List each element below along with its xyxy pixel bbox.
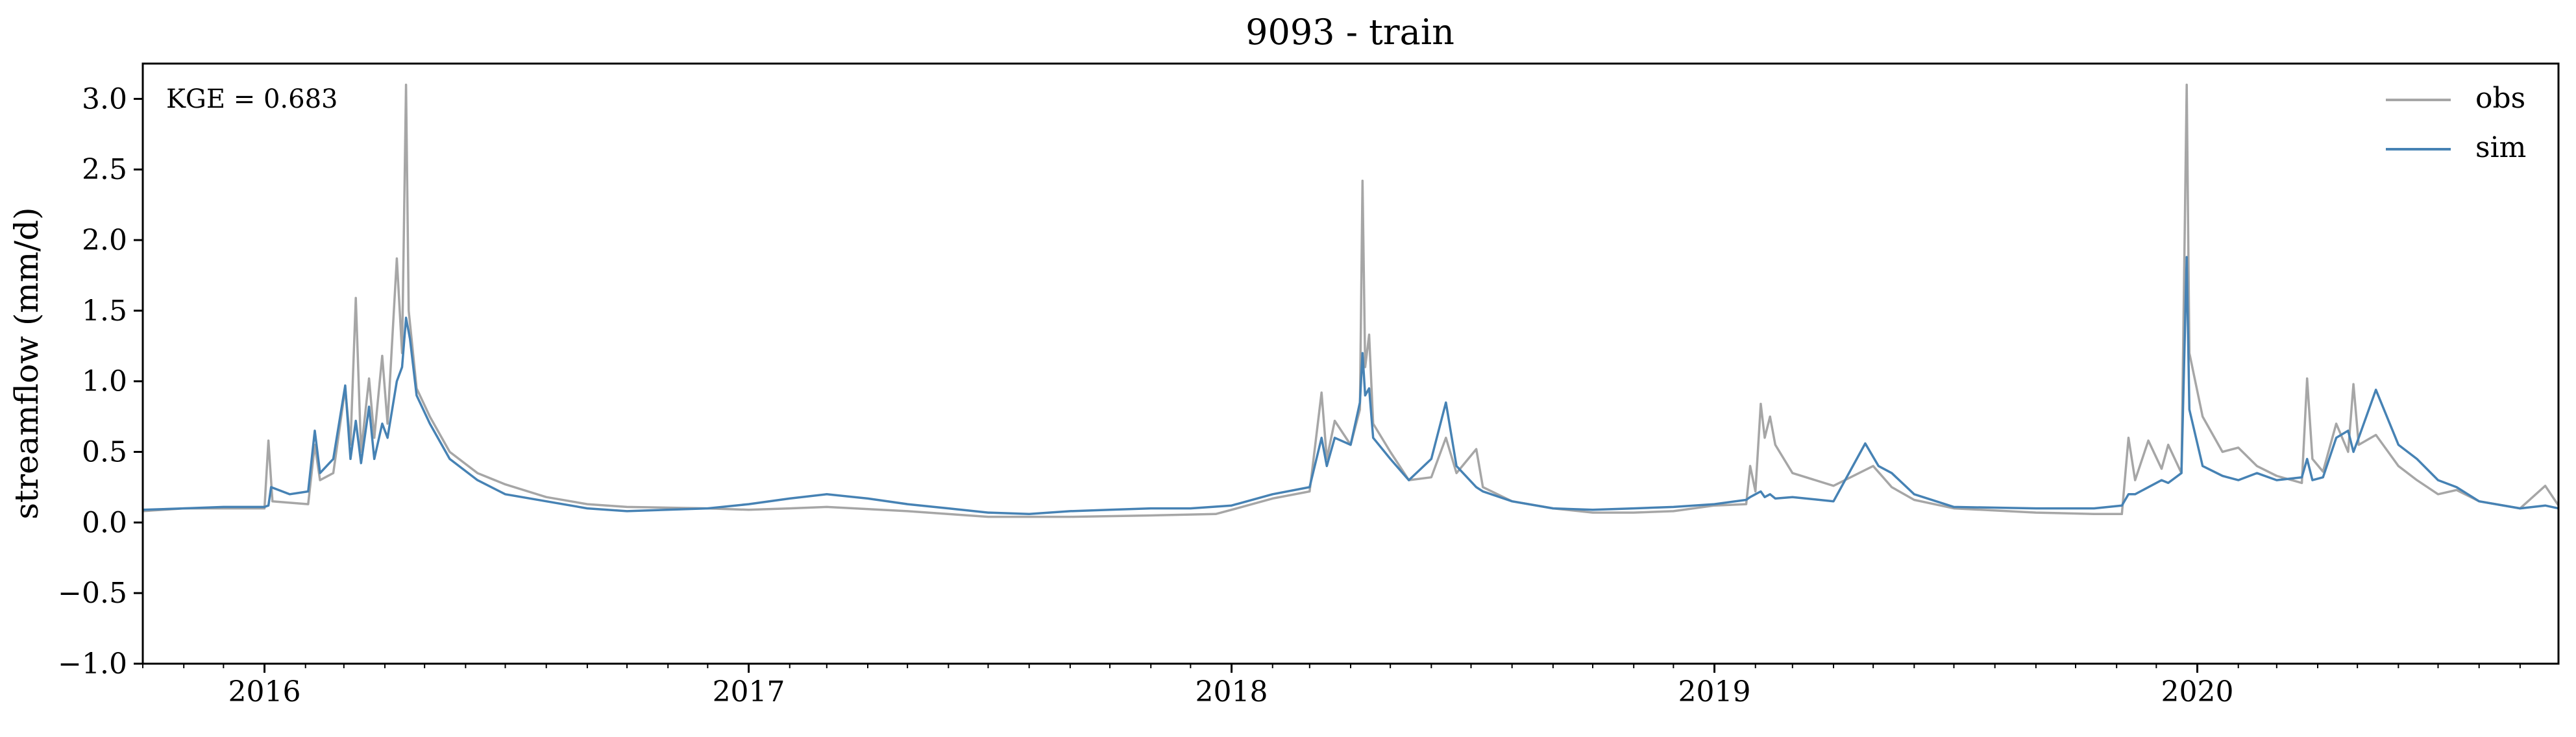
x-tick-label: 2020 (2161, 675, 2234, 708)
x-tick-label: 2017 (713, 675, 785, 708)
x-tick-label: 2016 (228, 675, 301, 708)
y-axis-ticks: −1.0 −0.5 0.0 0.5 1.0 1.5 2.0 2.5 3.0 (58, 82, 143, 681)
x-tick-label: 2019 (1678, 675, 1751, 708)
series-line-sim (143, 256, 2558, 516)
legend-label-sim: sim (2475, 131, 2526, 164)
x-tick-label: 2018 (1196, 675, 1268, 708)
y-tick-label: 1.0 (82, 365, 127, 398)
y-tick-label: 1.5 (82, 295, 127, 328)
y-tick-label: 3.0 (82, 82, 127, 115)
y-tick-label: 2.5 (82, 153, 127, 186)
chart-title: 9093 - train (1245, 12, 1454, 53)
legend: obs sim (2386, 82, 2526, 164)
y-tick-label: 0.0 (82, 506, 127, 539)
plot-area-frame (141, 62, 2560, 665)
y-tick-label: −0.5 (58, 577, 127, 610)
y-axis-label: streamflow (mm/d) (8, 207, 45, 519)
legend-label-obs: obs (2475, 82, 2525, 115)
kge-annotation: KGE = 0.683 (166, 84, 338, 114)
series-layer (143, 83, 2558, 518)
y-tick-label: 0.5 (82, 436, 127, 469)
series-line-obs (143, 83, 2558, 518)
x-axis-ticks: 2016 2017 2018 2019 2020 (142, 664, 2521, 708)
y-tick-label: 2.0 (82, 224, 127, 257)
y-tick-label: −1.0 (58, 647, 127, 681)
